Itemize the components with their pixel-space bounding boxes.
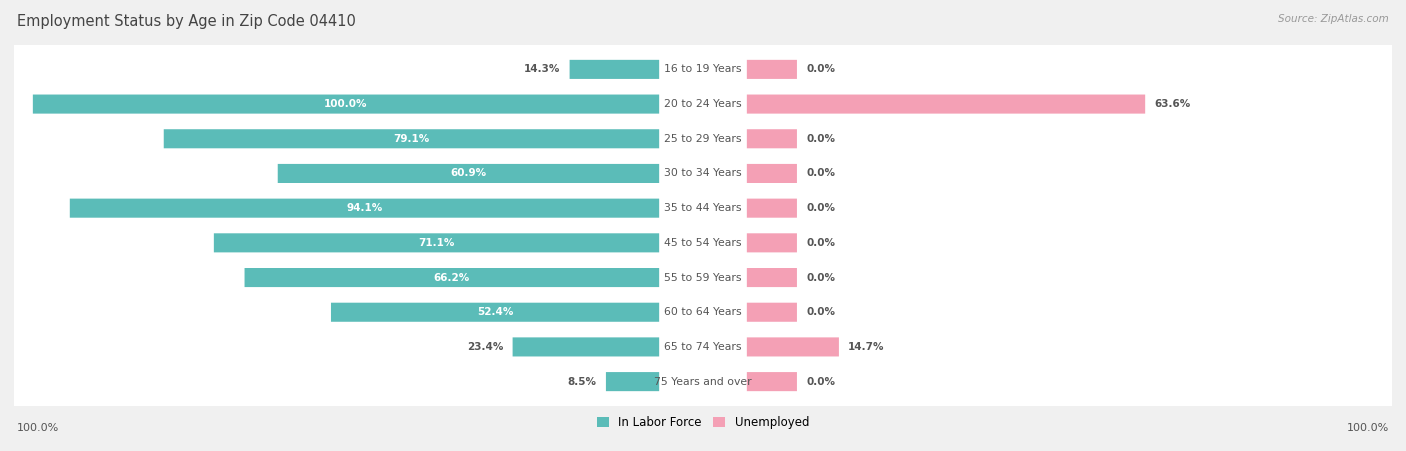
Text: 75 Years and over: 75 Years and over [654,377,752,387]
FancyBboxPatch shape [747,95,1144,114]
Text: 52.4%: 52.4% [477,307,513,317]
Text: 63.6%: 63.6% [1154,99,1191,109]
Text: 0.0%: 0.0% [807,272,835,282]
FancyBboxPatch shape [11,317,1395,377]
FancyBboxPatch shape [747,233,797,253]
FancyBboxPatch shape [569,60,659,79]
Text: 65 to 74 Years: 65 to 74 Years [664,342,742,352]
Text: 0.0%: 0.0% [807,377,835,387]
Text: 0.0%: 0.0% [807,169,835,179]
Text: Employment Status by Age in Zip Code 04410: Employment Status by Age in Zip Code 044… [17,14,356,28]
FancyBboxPatch shape [513,337,659,356]
Legend: In Labor Force, Unemployed: In Labor Force, Unemployed [598,416,808,429]
FancyBboxPatch shape [747,198,797,218]
Text: 71.1%: 71.1% [419,238,454,248]
FancyBboxPatch shape [11,109,1395,169]
Text: 100.0%: 100.0% [1347,423,1389,433]
Text: 0.0%: 0.0% [807,238,835,248]
FancyBboxPatch shape [214,233,659,253]
FancyBboxPatch shape [11,282,1395,342]
FancyBboxPatch shape [747,372,797,391]
Text: 0.0%: 0.0% [807,64,835,74]
FancyBboxPatch shape [11,40,1395,99]
FancyBboxPatch shape [747,164,797,183]
FancyBboxPatch shape [747,129,797,148]
Text: 79.1%: 79.1% [394,134,430,144]
FancyBboxPatch shape [278,164,659,183]
FancyBboxPatch shape [163,129,659,148]
Text: 25 to 29 Years: 25 to 29 Years [664,134,742,144]
Text: 100.0%: 100.0% [17,423,59,433]
Text: 14.3%: 14.3% [524,64,560,74]
Text: 55 to 59 Years: 55 to 59 Years [664,272,742,282]
Text: 16 to 19 Years: 16 to 19 Years [664,64,742,74]
Text: Source: ZipAtlas.com: Source: ZipAtlas.com [1278,14,1389,23]
FancyBboxPatch shape [32,95,659,114]
Text: 45 to 54 Years: 45 to 54 Years [664,238,742,248]
Text: 35 to 44 Years: 35 to 44 Years [664,203,742,213]
FancyBboxPatch shape [747,60,797,79]
FancyBboxPatch shape [11,143,1395,203]
Text: 100.0%: 100.0% [325,99,368,109]
FancyBboxPatch shape [330,303,659,322]
FancyBboxPatch shape [70,198,659,218]
FancyBboxPatch shape [747,268,797,287]
FancyBboxPatch shape [245,268,659,287]
Text: 0.0%: 0.0% [807,203,835,213]
FancyBboxPatch shape [11,74,1395,134]
FancyBboxPatch shape [747,337,839,356]
Text: 94.1%: 94.1% [346,203,382,213]
FancyBboxPatch shape [11,248,1395,308]
Text: 23.4%: 23.4% [467,342,503,352]
Text: 0.0%: 0.0% [807,307,835,317]
FancyBboxPatch shape [11,178,1395,238]
FancyBboxPatch shape [747,303,797,322]
Text: 30 to 34 Years: 30 to 34 Years [664,169,742,179]
FancyBboxPatch shape [606,372,659,391]
Text: 20 to 24 Years: 20 to 24 Years [664,99,742,109]
Text: 66.2%: 66.2% [433,272,470,282]
FancyBboxPatch shape [11,213,1395,273]
FancyBboxPatch shape [11,352,1395,411]
Text: 14.7%: 14.7% [848,342,884,352]
Text: 60.9%: 60.9% [450,169,486,179]
Text: 8.5%: 8.5% [568,377,596,387]
Text: 0.0%: 0.0% [807,134,835,144]
Text: 60 to 64 Years: 60 to 64 Years [664,307,742,317]
